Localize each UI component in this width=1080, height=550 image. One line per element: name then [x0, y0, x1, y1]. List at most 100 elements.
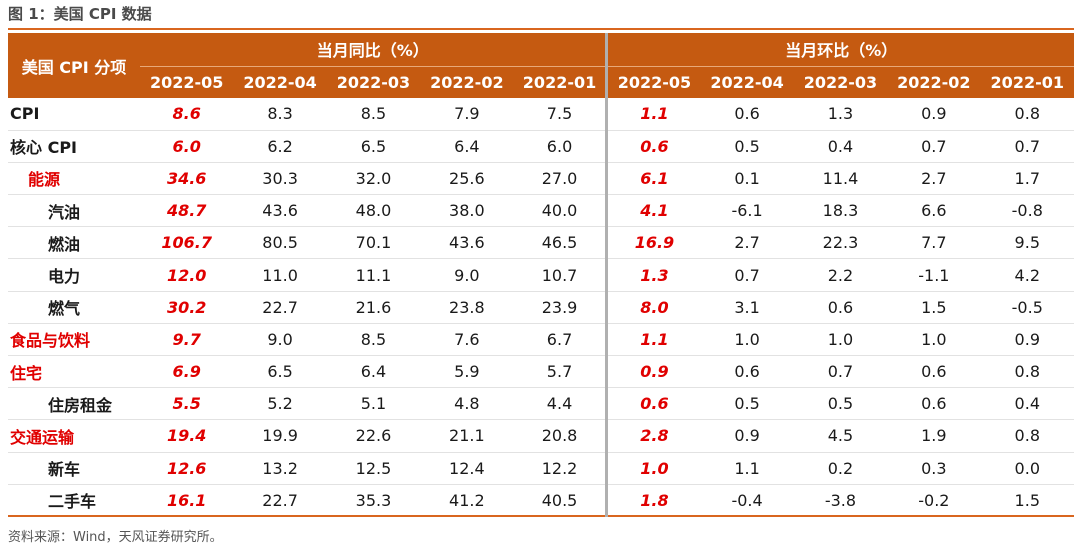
- mom-value-cell: 0.9: [887, 98, 981, 131]
- mom-value-cell: -0.4: [700, 484, 794, 518]
- yoy-value-cell: 8.6: [140, 98, 234, 131]
- yoy-value-cell: 8.3: [233, 98, 327, 131]
- yoy-month-header: 2022-02: [420, 66, 514, 98]
- mom-value-cell: 0.7: [887, 130, 981, 163]
- yoy-value-cell: 12.6: [140, 452, 234, 485]
- yoy-value-cell: 48.0: [326, 194, 421, 228]
- mom-group-header: 当月环比（%）: [605, 33, 1074, 67]
- row-label: 二手车: [8, 484, 140, 518]
- mom-value-cell: 1.0: [887, 323, 981, 357]
- table-row: 住房租金 5.5 5.2 5.1 4.8 4.4 0.6 0.5 0.5 0.6 0.4: [8, 387, 1074, 421]
- mom-value-cell: 0.2: [793, 452, 888, 485]
- yoy-value-cell: 6.0: [513, 130, 607, 163]
- table-row: 交通运输 19.4 19.9 22.6 21.1 20.8 2.8 0.9 4.5 1.9 0.8: [8, 419, 1074, 453]
- mom-value-cell: -6.1: [700, 194, 794, 228]
- yoy-value-cell: 6.4: [420, 130, 514, 163]
- yoy-value-cell: 5.2: [233, 387, 327, 421]
- yoy-value-cell: 12.2: [513, 452, 607, 485]
- yoy-value-cell: 70.1: [326, 226, 421, 260]
- yoy-value-cell: 16.1: [140, 484, 234, 518]
- mom-value-cell: 0.1: [700, 162, 794, 196]
- yoy-value-cell: 11.0: [233, 258, 327, 292]
- mom-value-cell: 0.8: [980, 98, 1074, 131]
- yoy-value-cell: 34.6: [140, 162, 234, 196]
- mom-value-cell: 2.7: [887, 162, 981, 196]
- yoy-value-cell: 6.5: [233, 355, 327, 389]
- yoy-value-cell: 4.8: [420, 387, 514, 421]
- yoy-value-cell: 7.5: [513, 98, 607, 131]
- yoy-value-cell: 11.1: [326, 258, 421, 292]
- mom-value-cell: 1.3: [793, 98, 888, 131]
- yoy-value-cell: 19.4: [140, 419, 234, 453]
- mom-value-cell: 1.5: [980, 484, 1074, 518]
- yoy-value-cell: 7.6: [420, 323, 514, 357]
- yoy-value-cell: 35.3: [326, 484, 421, 518]
- yoy-value-cell: 6.5: [326, 130, 421, 163]
- mom-value-cell: -0.2: [887, 484, 981, 518]
- mom-value-cell: 18.3: [793, 194, 888, 228]
- yoy-value-cell: 6.0: [140, 130, 234, 163]
- yoy-month-header: 2022-04: [233, 66, 327, 98]
- yoy-value-cell: 19.9: [233, 419, 327, 453]
- mom-value-cell: 22.3: [793, 226, 888, 260]
- mom-month-header: 2022-02: [887, 66, 981, 98]
- yoy-month-header: 2022-03: [326, 66, 421, 98]
- yoy-value-cell: 21.1: [420, 419, 514, 453]
- mom-value-cell: 1.1: [700, 452, 794, 485]
- mom-value-cell: 0.9: [980, 323, 1074, 357]
- mom-value-cell: 0.7: [793, 355, 888, 389]
- yoy-value-cell: 41.2: [420, 484, 514, 518]
- table-row: 核心 CPI 6.0 6.2 6.5 6.4 6.0 0.6 0.5 0.4 0.7 0.7: [8, 130, 1074, 163]
- mom-value-cell: 8.0: [605, 291, 701, 324]
- mom-value-cell: 1.3: [605, 258, 701, 292]
- yoy-value-cell: 23.8: [420, 291, 514, 324]
- yoy-value-cell: 30.3: [233, 162, 327, 196]
- row-label: 住宅: [8, 355, 140, 389]
- row-label: 燃气: [8, 291, 140, 324]
- yoy-value-cell: 5.5: [140, 387, 234, 421]
- yoy-value-cell: 6.2: [233, 130, 327, 163]
- mom-month-header: 2022-03: [793, 66, 888, 98]
- yoy-value-cell: 13.2: [233, 452, 327, 485]
- yoy-value-cell: 6.4: [326, 355, 421, 389]
- mom-value-cell: 0.8: [980, 355, 1074, 389]
- mom-value-cell: 4.1: [605, 194, 701, 228]
- yoy-value-cell: 27.0: [513, 162, 607, 196]
- row-label: 核心 CPI: [8, 130, 140, 163]
- mom-value-cell: 0.6: [887, 355, 981, 389]
- mom-value-cell: 1.8: [605, 484, 701, 518]
- yoy-value-cell: 5.7: [513, 355, 607, 389]
- yoy-value-cell: 32.0: [326, 162, 421, 196]
- mom-value-cell: 3.1: [700, 291, 794, 324]
- mom-value-cell: 0.5: [793, 387, 888, 421]
- mom-value-cell: 0.4: [793, 130, 888, 163]
- mom-value-cell: 1.9: [887, 419, 981, 453]
- mom-value-cell: 0.9: [700, 419, 794, 453]
- yoy-value-cell: 9.7: [140, 323, 234, 357]
- table-row: CPI 8.6 8.3 8.5 7.9 7.5 1.1 0.6 1.3 0.9 0.8: [8, 98, 1074, 131]
- yoy-value-cell: 8.5: [326, 98, 421, 131]
- mom-value-cell: 9.5: [980, 226, 1074, 260]
- mom-value-cell: 0.7: [980, 130, 1074, 163]
- yoy-value-cell: 21.6: [326, 291, 421, 324]
- top-rule: [8, 28, 1074, 30]
- table-row: 住宅 6.9 6.5 6.4 5.9 5.7 0.9 0.6 0.7 0.6 0.8: [8, 355, 1074, 389]
- mom-value-cell: 0.0: [980, 452, 1074, 485]
- figure-title: 图 1：美国 CPI 数据: [8, 5, 152, 23]
- yoy-group-header: 当月同比（%）: [140, 33, 607, 67]
- table-row: 汽油 48.7 43.6 48.0 38.0 40.0 4.1 -6.1 18.3 6.6 -0.8: [8, 194, 1074, 228]
- mom-value-cell: 2.8: [605, 419, 701, 453]
- row-label: 新车: [8, 452, 140, 485]
- yoy-value-cell: 43.6: [233, 194, 327, 228]
- mom-value-cell: 0.3: [887, 452, 981, 485]
- mom-value-cell: 1.0: [605, 452, 701, 485]
- yoy-month-header: 2022-05: [140, 66, 234, 98]
- mom-value-cell: 0.6: [793, 291, 888, 324]
- yoy-value-cell: 10.7: [513, 258, 607, 292]
- mom-value-cell: 0.7: [700, 258, 794, 292]
- row-label: 住房租金: [8, 387, 140, 421]
- yoy-value-cell: 30.2: [140, 291, 234, 324]
- yoy-value-cell: 22.7: [233, 484, 327, 518]
- mom-value-cell: 0.9: [605, 355, 701, 389]
- mom-month-header: 2022-04: [700, 66, 794, 98]
